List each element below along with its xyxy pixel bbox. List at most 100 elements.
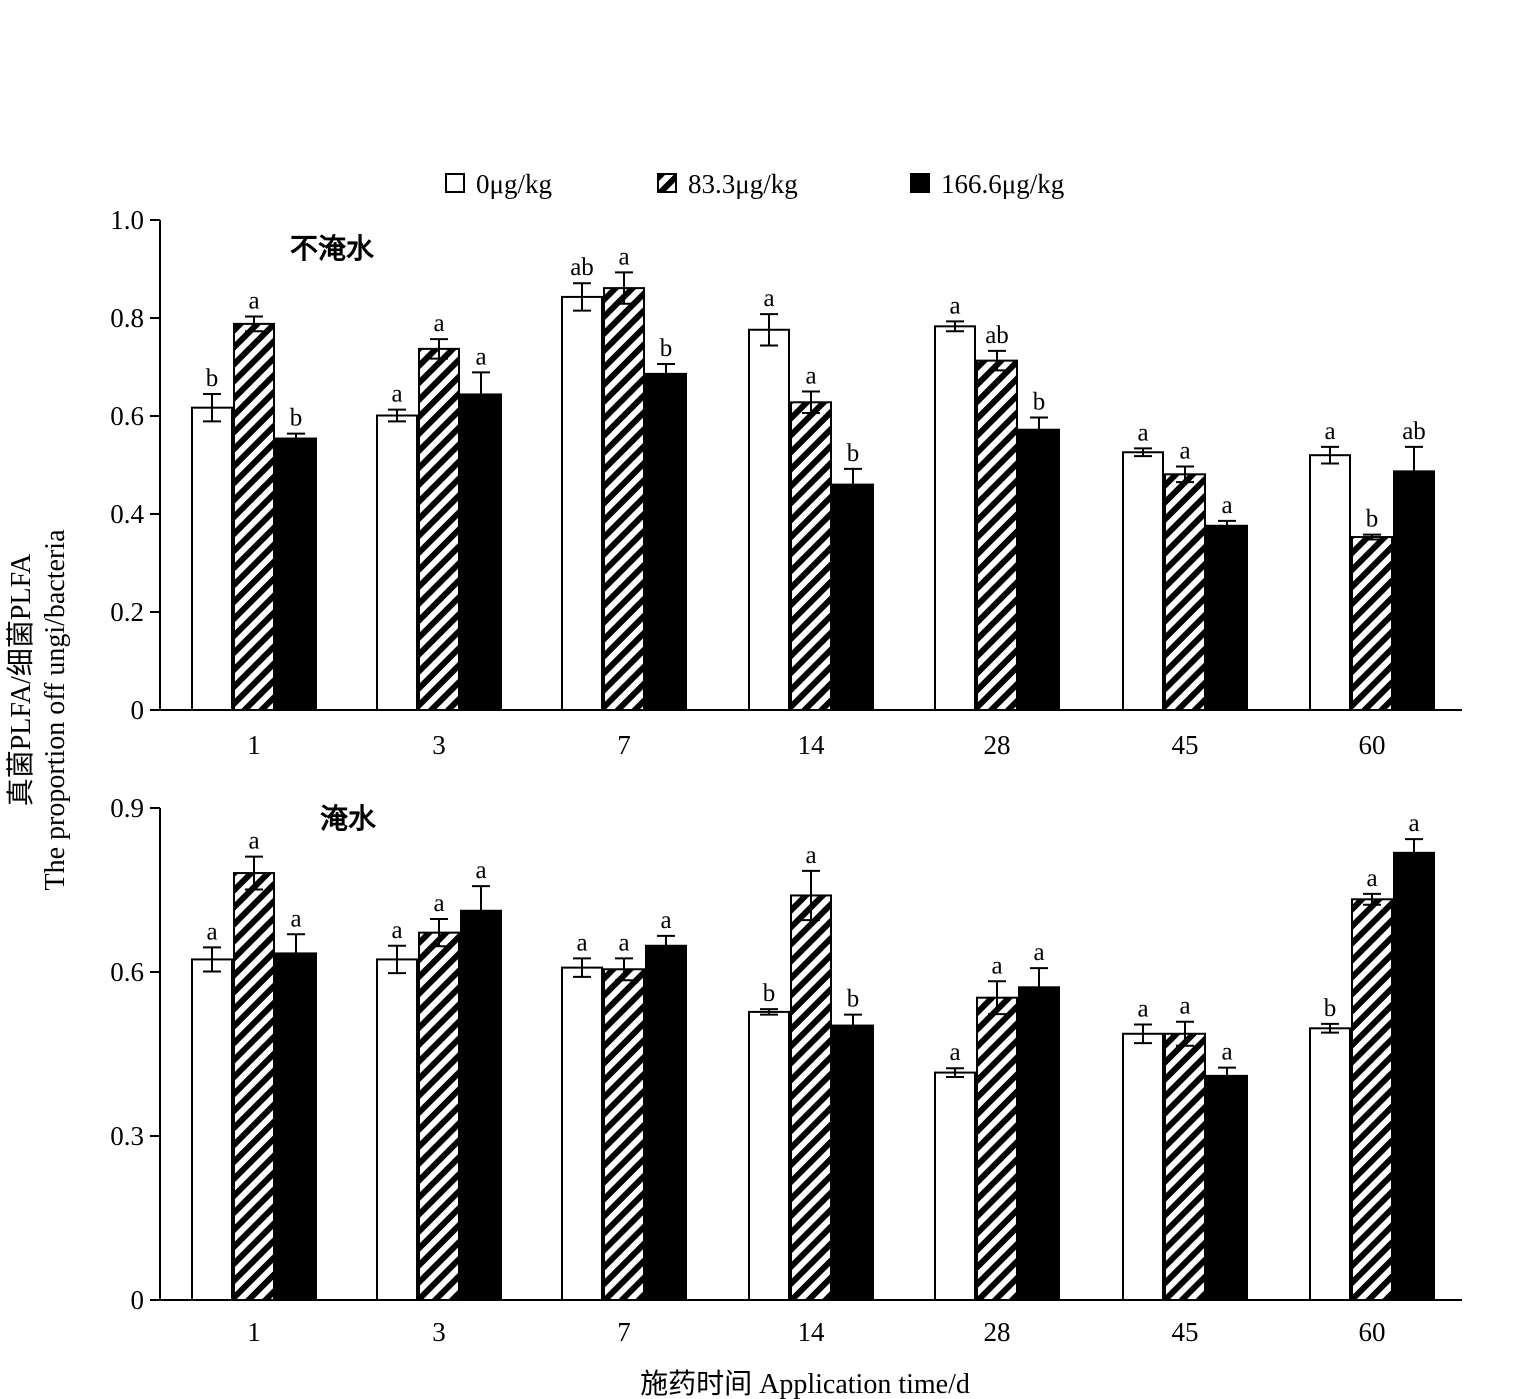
bar	[275, 952, 317, 1301]
bar	[645, 944, 687, 1301]
bar	[561, 966, 603, 1301]
bar	[418, 931, 460, 1301]
legend-label: 166.6μg/kg	[941, 169, 1064, 199]
panel-label: 淹水	[320, 803, 377, 835]
x-tick-label: 45	[1172, 1317, 1199, 1347]
x-tick-label: 60	[1359, 730, 1386, 760]
significance-letter: a	[763, 285, 774, 312]
y-axis-title-english: The proportion off ungi/bacteria	[40, 529, 71, 891]
y-tick-label: 0.3	[110, 1121, 144, 1151]
significance-letter: a	[1137, 419, 1148, 446]
y-tick-label: 0	[131, 695, 145, 725]
bar	[1206, 524, 1248, 712]
legend-label: 0μg/kg	[476, 169, 552, 199]
x-tick-label: 14	[798, 1317, 826, 1347]
legend-swatch	[657, 173, 677, 193]
bar	[376, 414, 418, 711]
bar	[748, 1010, 790, 1301]
bar	[976, 996, 1018, 1302]
bar	[603, 287, 645, 711]
significance-letter: a	[391, 381, 402, 408]
bar	[1393, 851, 1435, 1301]
bar	[233, 322, 275, 711]
bar	[233, 872, 275, 1301]
x-tick-label: 3	[432, 730, 446, 760]
significance-letter: a	[1137, 995, 1148, 1022]
bar	[1018, 428, 1060, 711]
significance-letter: a	[805, 363, 816, 390]
bar	[832, 1024, 874, 1302]
significance-letter: a	[391, 917, 402, 944]
y-tick-label: 0.4	[110, 499, 144, 529]
significance-letter: a	[475, 343, 486, 370]
significance-letter: a	[433, 310, 444, 337]
bar	[191, 958, 233, 1302]
significance-letter: ab	[1402, 418, 1426, 445]
significance-letter: b	[1324, 995, 1337, 1022]
significance-letter: a	[1324, 418, 1335, 445]
significance-letter: a	[206, 918, 217, 945]
bar	[1351, 536, 1393, 712]
legend-label: 83.3μg/kg	[688, 169, 798, 199]
significance-letter: b	[660, 335, 673, 362]
significance-letter: b	[1366, 506, 1379, 533]
x-tick-label: 1	[247, 730, 261, 760]
bar	[1309, 454, 1351, 712]
bar	[976, 359, 1018, 711]
bar	[603, 968, 645, 1301]
bar	[832, 483, 874, 711]
bar	[275, 437, 317, 711]
significance-letter: a	[949, 292, 960, 319]
significance-letter: a	[618, 243, 629, 270]
significance-letter: a	[248, 828, 259, 855]
panel-label: 不淹水	[290, 233, 375, 265]
significance-letter: a	[290, 905, 301, 932]
significance-letter: a	[618, 929, 629, 956]
significance-letter: b	[290, 405, 303, 432]
significance-letter: b	[763, 980, 776, 1007]
y-tick-label: 0.9	[110, 793, 144, 823]
x-tick-label: 28	[984, 1317, 1011, 1347]
x-tick-label: 7	[617, 730, 631, 760]
y-axis-title: 真菌PLFA/细菌PLFA The proportion off ungi/ba…	[5, 529, 71, 891]
significance-letter: a	[248, 288, 259, 315]
x-tick-label: 3	[432, 1317, 446, 1347]
x-tick-label: 28	[984, 730, 1011, 760]
legend-swatch	[910, 173, 930, 193]
significance-letter: b	[206, 365, 219, 392]
significance-letter: a	[1221, 492, 1232, 519]
bar	[191, 406, 233, 711]
bar	[1309, 1027, 1351, 1301]
significance-letter: ab	[570, 254, 594, 281]
x-tick-label: 7	[617, 1317, 631, 1347]
y-tick-label: 0.8	[110, 303, 144, 333]
significance-letter: ab	[985, 322, 1009, 349]
bar	[748, 328, 790, 711]
bar	[934, 1071, 976, 1301]
bar	[460, 909, 502, 1301]
x-tick-label: 60	[1359, 1317, 1386, 1347]
panel-flooded: 0 0.3 0.6 0.9 淹水 1 3 7 14 28 45 60 a a a b a a b a a a a a a a a a a…	[110, 793, 1462, 1347]
bar	[1164, 473, 1206, 711]
significance-letter: a	[433, 890, 444, 917]
bar	[934, 325, 976, 711]
significance-letter: a	[1179, 993, 1190, 1020]
y-tick-label: 1.0	[110, 205, 144, 235]
y-tick-label: 0	[131, 1285, 145, 1315]
bar	[1122, 451, 1164, 711]
significance-letter: a	[1366, 865, 1377, 892]
bar	[1164, 1032, 1206, 1301]
bar	[1122, 1032, 1164, 1301]
bar	[1206, 1074, 1248, 1302]
significance-letter: a	[1179, 437, 1190, 464]
bar	[460, 393, 502, 711]
bar	[561, 295, 603, 711]
y-tick-label: 0.6	[110, 957, 144, 987]
bar	[376, 958, 418, 1302]
bar	[790, 401, 832, 711]
significance-letter: a	[475, 857, 486, 884]
significance-letter: a	[949, 1039, 960, 1066]
x-tick-label: 45	[1172, 730, 1199, 760]
